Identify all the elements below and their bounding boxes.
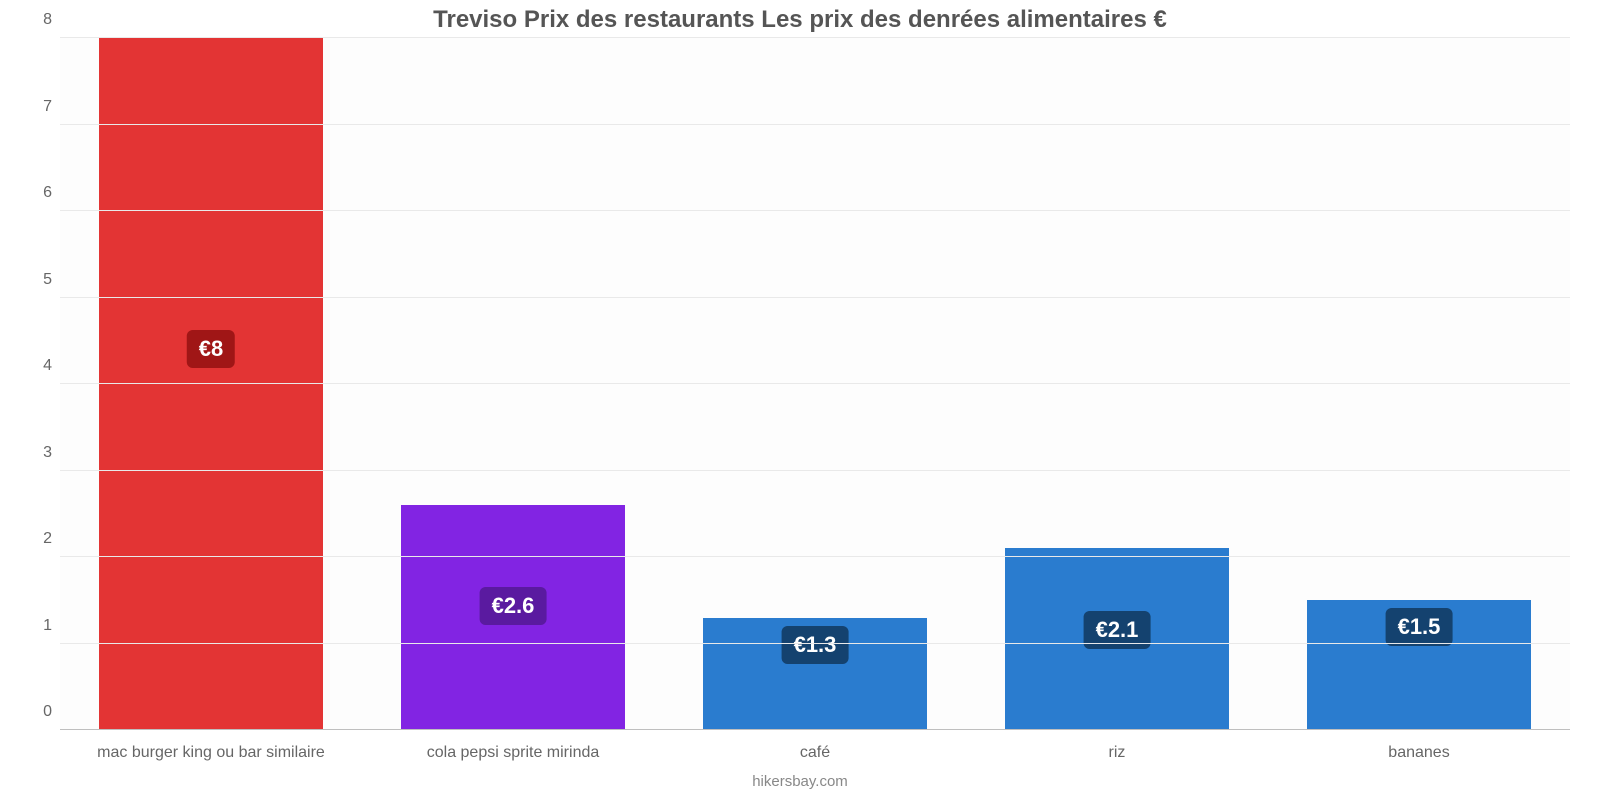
chart-title: Treviso Prix des restaurants Les prix de… bbox=[0, 0, 1600, 34]
grid-line bbox=[60, 729, 1570, 730]
grid-line bbox=[60, 210, 1570, 211]
y-tick-label: 5 bbox=[26, 271, 52, 289]
chart-credit: hikersbay.com bbox=[0, 773, 1600, 790]
price-bar-chart: Treviso Prix des restaurants Les prix de… bbox=[0, 0, 1600, 800]
y-tick-label: 2 bbox=[26, 530, 52, 548]
y-tick-label: 8 bbox=[26, 11, 52, 29]
bar: €8 bbox=[99, 38, 322, 730]
bar-slot: €1.3 bbox=[664, 38, 966, 730]
x-axis-label: bananes bbox=[1268, 744, 1570, 762]
grid-line bbox=[60, 297, 1570, 298]
y-tick-label: 1 bbox=[26, 617, 52, 635]
y-tick-label: 7 bbox=[26, 98, 52, 116]
value-badge: €8 bbox=[187, 330, 235, 368]
bar: €2.1 bbox=[1005, 548, 1228, 730]
y-tick-label: 4 bbox=[26, 357, 52, 375]
plot-area: €8€2.6€1.3€2.1€1.5 012345678 bbox=[60, 38, 1570, 730]
grid-line bbox=[60, 37, 1570, 38]
bars-container: €8 €2.6 €1.3 €2.1 €1.5 bbox=[60, 38, 1570, 730]
bar: €1.3 bbox=[703, 618, 926, 730]
grid-line bbox=[60, 383, 1570, 384]
bar: €2.6 bbox=[401, 505, 624, 730]
bar: €1.5 bbox=[1307, 600, 1530, 730]
value-badge: €1.5 bbox=[1386, 608, 1453, 646]
x-axis-label: café bbox=[664, 744, 966, 762]
y-tick-label: 6 bbox=[26, 184, 52, 202]
value-badge: €2.6 bbox=[480, 587, 547, 625]
y-tick-label: 0 bbox=[26, 703, 52, 721]
x-axis-label: cola pepsi sprite mirinda bbox=[362, 744, 664, 762]
bar-slot: €2.6 bbox=[362, 38, 664, 730]
x-axis-label: mac burger king ou bar similaire bbox=[60, 744, 362, 762]
grid-line bbox=[60, 470, 1570, 471]
value-badge: €1.3 bbox=[782, 626, 849, 664]
bar-slot: €8 bbox=[60, 38, 362, 730]
grid-line bbox=[60, 556, 1570, 557]
grid-line bbox=[60, 643, 1570, 644]
bar-slot: €2.1 bbox=[966, 38, 1268, 730]
x-axis: mac burger king ou bar similairecola pep… bbox=[60, 744, 1570, 762]
bar-slot: €1.5 bbox=[1268, 38, 1570, 730]
grid-line bbox=[60, 124, 1570, 125]
y-tick-label: 3 bbox=[26, 444, 52, 462]
x-axis-label: riz bbox=[966, 744, 1268, 762]
